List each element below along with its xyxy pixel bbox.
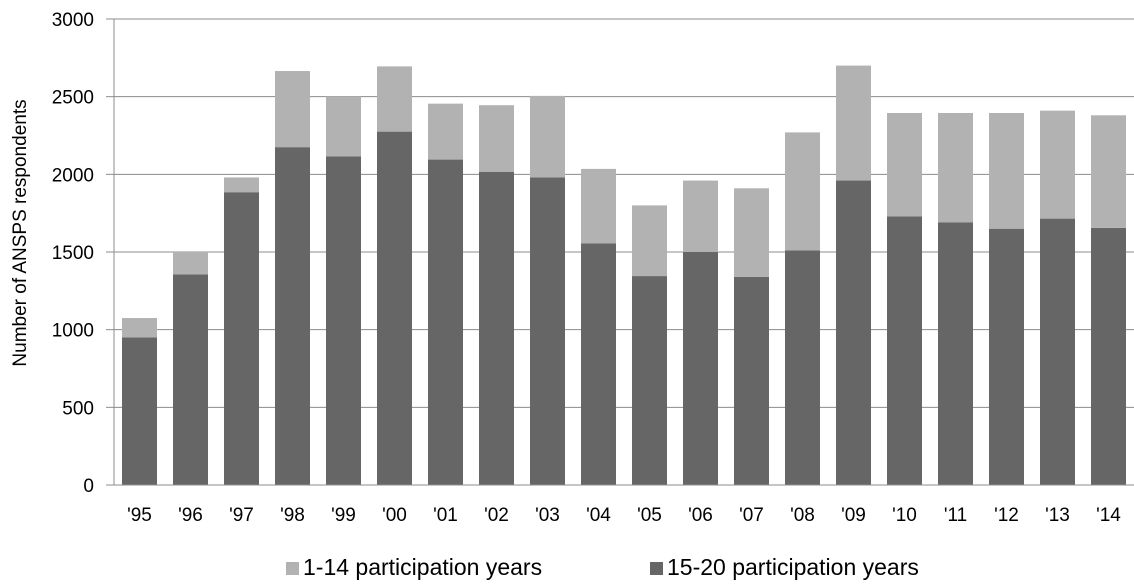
x-tick-label: '13 xyxy=(1045,505,1070,526)
y-tick-label: 1000 xyxy=(52,321,94,342)
x-tick-label: '98 xyxy=(280,505,305,526)
bar-1-14-1 xyxy=(173,252,208,275)
bar-1-14-10 xyxy=(632,205,667,277)
bar-15-20-18 xyxy=(1040,218,1075,485)
bar-15-20-10 xyxy=(632,276,667,485)
legend-label: 15-20 participation years xyxy=(667,554,919,580)
gridlines xyxy=(114,18,1134,408)
x-tick-label: '05 xyxy=(637,505,662,526)
bar-1-14-0 xyxy=(122,318,157,338)
legend-label: 1-14 participation years xyxy=(303,554,542,580)
y-axis-label: Number of ANSPS respondents xyxy=(10,99,31,366)
x-tick-label: '06 xyxy=(688,505,713,526)
legend-swatch xyxy=(286,562,299,575)
x-tick-label: '08 xyxy=(790,505,815,526)
x-tick-label: '12 xyxy=(994,505,1019,526)
bar-1-14-17 xyxy=(989,112,1024,229)
bar-1-14-11 xyxy=(683,180,718,252)
x-tick-label: '99 xyxy=(331,505,356,526)
axes xyxy=(106,18,1134,486)
x-tick-label: '01 xyxy=(433,505,458,526)
bar-1-14-14 xyxy=(836,65,871,181)
bar-15-20-19 xyxy=(1091,227,1126,485)
bar-1-14-2 xyxy=(224,177,259,193)
bar-15-20-11 xyxy=(683,252,718,485)
bar-15-20-3 xyxy=(275,147,310,485)
x-tick-label: '03 xyxy=(535,505,560,526)
y-tick-labels: 0 500 1000 1500 2000 2500 3000 xyxy=(52,10,94,497)
bar-1-14-6 xyxy=(428,103,463,160)
x-tick-label: '07 xyxy=(739,505,764,526)
bar-1-14-5 xyxy=(377,66,412,132)
bar-1-14-16 xyxy=(938,112,973,223)
x-tick-label: '11 xyxy=(944,505,967,526)
x-tick-label: '95 xyxy=(127,505,152,526)
x-tick-label: '02 xyxy=(484,505,509,526)
bar-15-20-1 xyxy=(173,274,208,485)
x-tick-label: '10 xyxy=(892,505,917,526)
bar-1-14-8 xyxy=(530,95,565,178)
x-tick-label: '14 xyxy=(1096,505,1121,526)
bar-15-20-5 xyxy=(377,131,412,485)
bar-1-14-13 xyxy=(785,132,820,251)
y-tick-label: 3000 xyxy=(52,10,94,31)
x-tick-labels: '95 '96 '97 '98 '99 '00 '01 '02 '03 '04 '05 '06 '07 '… xyxy=(127,505,1121,526)
bar-1-14-9 xyxy=(581,168,616,244)
bar-15-20-12 xyxy=(734,276,769,485)
bar-15-20-14 xyxy=(836,180,871,485)
bar-15-20-2 xyxy=(224,192,259,486)
bar-15-20-9 xyxy=(581,243,616,485)
x-tick-label: '04 xyxy=(586,505,611,526)
bar-1-14-19 xyxy=(1091,115,1126,228)
bar-15-20-0 xyxy=(122,337,157,485)
y-tick-label: 2500 xyxy=(52,88,94,109)
bar-15-20-16 xyxy=(938,222,973,485)
bar-15-20-8 xyxy=(530,177,565,485)
bar-15-20-17 xyxy=(989,228,1024,485)
bar-15-20-13 xyxy=(785,250,820,485)
bar-1-14-4 xyxy=(326,96,361,157)
bar-1-14-7 xyxy=(479,105,514,173)
y-tick-label: 2000 xyxy=(52,165,94,186)
bars xyxy=(122,65,1126,486)
bar-15-20-15 xyxy=(887,216,922,486)
bar-1-14-3 xyxy=(275,71,310,148)
bar-15-20-6 xyxy=(428,159,463,485)
y-tick-label: 1500 xyxy=(52,243,94,264)
legend-swatch xyxy=(650,562,663,575)
x-tick-label: '97 xyxy=(229,505,254,526)
x-tick-label: '00 xyxy=(382,505,407,526)
x-tick-label: '96 xyxy=(178,505,203,526)
bar-1-14-12 xyxy=(734,188,769,277)
y-tick-label: 0 xyxy=(83,476,94,497)
y-tick-label: 500 xyxy=(62,398,94,419)
bar-15-20-4 xyxy=(326,156,361,485)
x-tick-label: '09 xyxy=(841,505,866,526)
legend: 1-14 participation years 15-20 participat… xyxy=(286,554,919,580)
bar-1-14-18 xyxy=(1040,110,1075,219)
bar-1-14-15 xyxy=(887,112,922,217)
bar-15-20-7 xyxy=(479,172,514,485)
